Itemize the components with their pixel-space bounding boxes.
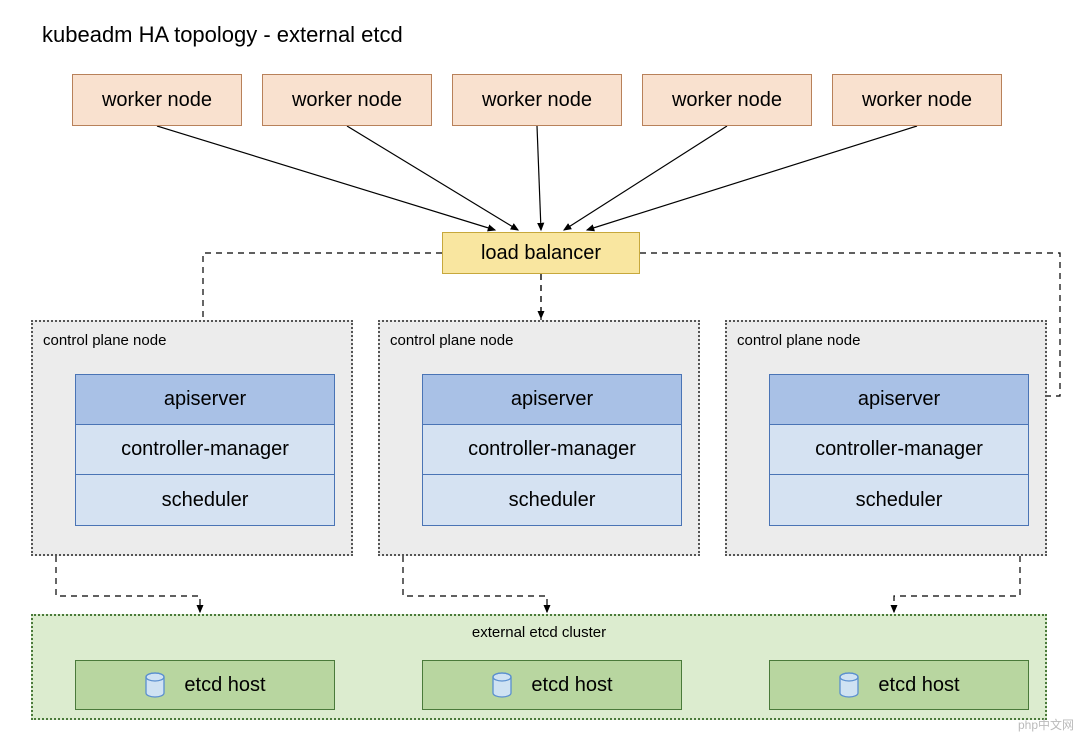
etcd-host: etcd host	[769, 660, 1029, 710]
apiserver: apiserver	[423, 375, 681, 425]
controller-manager: controller-manager	[423, 425, 681, 475]
worker-node: worker node	[832, 74, 1002, 126]
database-icon	[838, 672, 860, 698]
worker-node: worker node	[452, 74, 622, 126]
control-plane-stack: apiserver controller-manager scheduler	[422, 374, 682, 526]
control-plane-node: control plane node apiserver controller-…	[725, 320, 1047, 556]
diagram-title: kubeadm HA topology - external etcd	[42, 22, 403, 48]
apiserver: apiserver	[770, 375, 1028, 425]
apiserver: apiserver	[76, 375, 334, 425]
database-icon	[491, 672, 513, 698]
scheduler: scheduler	[423, 475, 681, 525]
control-plane-node: control plane node apiserver controller-…	[378, 320, 700, 556]
etcd-cluster-label: external etcd cluster	[33, 624, 1045, 641]
etcd-host: etcd host	[422, 660, 682, 710]
control-plane-node: control plane node apiserver controller-…	[31, 320, 353, 556]
etcd-cluster: external etcd cluster etcd host etcd hos…	[31, 614, 1047, 720]
etcd-host-label: etcd host	[878, 674, 959, 697]
controller-manager: controller-manager	[76, 425, 334, 475]
database-icon	[144, 672, 166, 698]
worker-node: worker node	[642, 74, 812, 126]
etcd-host-label: etcd host	[184, 674, 265, 697]
control-plane-label: control plane node	[737, 332, 860, 349]
scheduler: scheduler	[770, 475, 1028, 525]
worker-node: worker node	[72, 74, 242, 126]
etcd-host-label: etcd host	[531, 674, 612, 697]
etcd-host: etcd host	[75, 660, 335, 710]
scheduler: scheduler	[76, 475, 334, 525]
controller-manager: controller-manager	[770, 425, 1028, 475]
watermark: php中文网	[1018, 716, 1074, 733]
worker-node: worker node	[262, 74, 432, 126]
control-plane-stack: apiserver controller-manager scheduler	[769, 374, 1029, 526]
control-plane-label: control plane node	[43, 332, 166, 349]
control-plane-label: control plane node	[390, 332, 513, 349]
load-balancer: load balancer	[442, 232, 640, 274]
control-plane-stack: apiserver controller-manager scheduler	[75, 374, 335, 526]
